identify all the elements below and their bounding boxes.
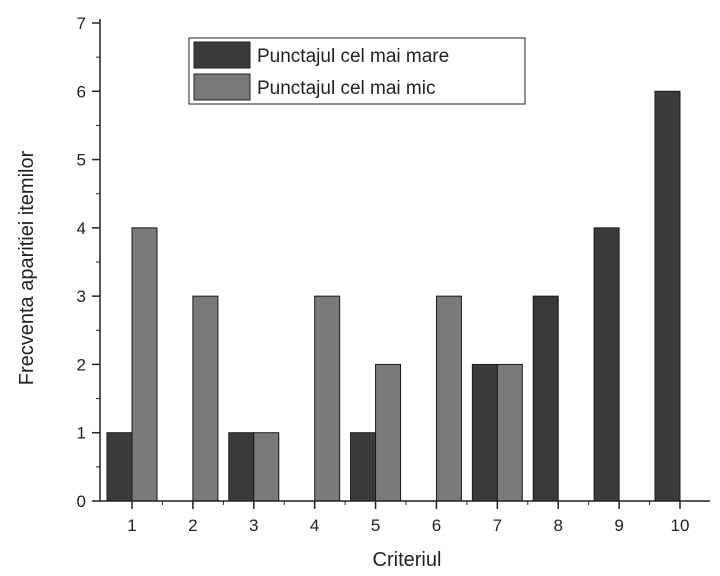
bar-max-7 bbox=[471, 363, 498, 502]
x-tick-label: 7 bbox=[493, 516, 502, 535]
bar-max-10 bbox=[654, 90, 681, 502]
bar-max-3 bbox=[228, 432, 255, 502]
legend-label-max: Punctajul cel mai mare bbox=[257, 46, 449, 67]
y-tick-label: 0 bbox=[77, 492, 86, 511]
x-axis-title: Criteriul bbox=[373, 549, 442, 571]
y-tick-label: 1 bbox=[77, 424, 86, 443]
x-tick-label: 6 bbox=[432, 516, 441, 535]
x-tick-label: 4 bbox=[310, 516, 319, 535]
x-tick-label: 9 bbox=[614, 516, 623, 535]
bar-min-6 bbox=[435, 295, 462, 502]
axes-layer bbox=[99, 19, 710, 502]
ticks-layer: 0 1 2 3 4 5 6 7 1 2 3 4 5 6 7 8 9 10 bbox=[77, 14, 690, 535]
x-tick-label: 5 bbox=[371, 516, 380, 535]
bar-min-4 bbox=[314, 295, 341, 502]
bar-max-9 bbox=[593, 227, 620, 502]
bar-min-1 bbox=[131, 227, 158, 502]
y-tick-label: 3 bbox=[77, 287, 86, 306]
legend: Punctajul cel mai mare Punctajul cel mai… bbox=[188, 37, 526, 105]
bar-min-2 bbox=[192, 295, 219, 502]
bar-max-5 bbox=[350, 432, 377, 502]
y-tick-label: 7 bbox=[77, 14, 86, 33]
bar-max-8 bbox=[532, 295, 559, 502]
bar-min-3 bbox=[253, 432, 280, 502]
x-tick-label: 3 bbox=[249, 516, 258, 535]
bar-min-5 bbox=[375, 363, 402, 502]
x-tick-label: 10 bbox=[671, 516, 690, 535]
x-tick-label: 2 bbox=[188, 516, 197, 535]
legend-swatch-max bbox=[193, 41, 251, 69]
y-tick-label: 5 bbox=[77, 151, 86, 170]
bar-min-7 bbox=[496, 363, 523, 502]
y-tick-label: 2 bbox=[77, 355, 86, 374]
y-tick-label: 6 bbox=[77, 82, 86, 101]
x-tick-label: 8 bbox=[553, 516, 562, 535]
legend-label-min: Punctajul cel mai mic bbox=[257, 78, 435, 99]
y-axis-title: Frecventa aparitiei itemilor bbox=[16, 150, 38, 385]
x-tick-label: 1 bbox=[127, 516, 136, 535]
bars-layer bbox=[106, 90, 681, 502]
bar-max-1 bbox=[106, 432, 133, 502]
legend-swatch-min bbox=[193, 73, 251, 101]
y-tick-label: 4 bbox=[77, 219, 86, 238]
